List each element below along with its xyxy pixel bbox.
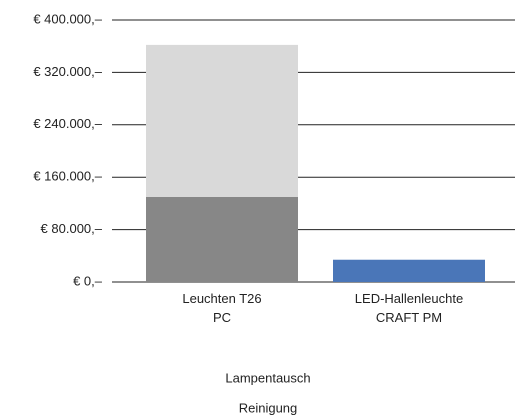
y-tick-label: € 240.000,– — [33, 116, 102, 131]
x-tick-label: LED-Hallenleuchte CRAFT PM — [355, 291, 463, 325]
y-tick-label: € 320.000,– — [33, 64, 102, 79]
y-tick-label: € 80.000,– — [41, 221, 103, 236]
legend-label: Reinigung — [239, 400, 298, 415]
y-tick-label: € 0,– — [73, 273, 103, 288]
bar-segment — [333, 259, 485, 282]
y-tick-label: € 400.000,– — [33, 11, 102, 26]
bar-segment — [146, 196, 298, 282]
legend-label: Lampentausch — [225, 370, 310, 385]
y-tick-label: € 160.000,– — [33, 169, 102, 184]
bar-segment — [146, 44, 298, 197]
x-tick-label: Leuchten T26 PC — [182, 291, 261, 325]
